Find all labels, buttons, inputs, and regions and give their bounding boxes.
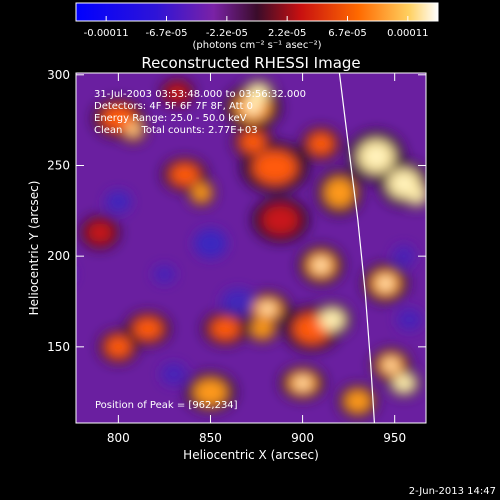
x-axis-label: Heliocentric X (arcsec): [183, 448, 319, 462]
heatmap-dark-spot: [221, 288, 255, 315]
x-tick-label: 950: [383, 431, 406, 445]
x-tick-label: 850: [199, 431, 222, 445]
heatmap-bright-spot: [344, 390, 371, 413]
colorbar-ticks: -0.00011 -6.7e-05 -2.2e-05 2.2e-05 6.7e-05 0.…: [84, 16, 429, 39]
heatmap-bright-spot: [105, 335, 132, 358]
heatmap-bright-spot: [308, 132, 334, 155]
annotation-counts: Clean Total counts: 2.77E+03: [94, 125, 258, 136]
x-tick-label: 800: [107, 431, 130, 445]
heatmap-peak-core: [326, 314, 338, 325]
colorbar: -0.00011 -6.7e-05 -2.2e-05 2.2e-05 6.7e-05 0.…: [75, 2, 439, 51]
heatmap-peak-core: [295, 378, 310, 389]
heatmap-bright-spot: [210, 317, 240, 340]
heatmap-field: [52, 78, 426, 419]
footer-date: 2-Jun-2013 14:47: [409, 486, 496, 497]
annotation-detectors: Detectors: 4F 5F 6F 7F 8F, Att 0: [94, 101, 253, 112]
heatmap-peak-core: [396, 176, 412, 191]
heatmap-peak-core: [367, 148, 385, 164]
heatmap-bright-spot: [262, 205, 299, 235]
heatmap-bright-spot: [324, 177, 355, 208]
annotation-energy: Energy Range: 25.0 - 50.0 keV: [94, 113, 247, 124]
heatmap-dark-spot: [392, 245, 415, 268]
heatmap-dark-spot: [153, 265, 176, 284]
heatmap-peak-core: [244, 100, 262, 115]
heatmap-bright-spot: [192, 183, 211, 202]
y-axis-ticks: 150 200 250 300: [47, 68, 426, 354]
colorbar-unit-label: (photons cm⁻² s⁻¹ asec⁻²): [192, 40, 321, 51]
heatmap-peak-core: [398, 378, 409, 388]
heatmap-bright-spot: [133, 317, 163, 340]
y-tick-label: 250: [47, 158, 70, 172]
heatmap-peak-core: [253, 88, 264, 98]
solar-limb-curve: [338, 73, 376, 423]
x-axis-ticks: 800 850 900 950: [107, 73, 406, 445]
heatmap-bright-spot: [166, 83, 189, 103]
y-tick-label: 300: [47, 68, 70, 82]
colorbar-tick-label: 2.2e-05: [268, 28, 306, 39]
y-tick-label: 200: [47, 249, 70, 263]
heatmap-bright-spot: [251, 319, 274, 338]
heatmap-bright-spot: [252, 150, 298, 184]
heatmap-peak-core: [378, 277, 393, 290]
colorbar-strip: [75, 2, 439, 22]
colorbar-tick-label: -0.00011: [84, 28, 129, 39]
colorbar-tick-label: 0.00011: [387, 28, 428, 39]
annotation-time: 31-Jul-2003 03:53:48.000 to 03:56:32.000: [94, 89, 306, 100]
heatmap-dark-spot: [105, 190, 132, 213]
y-axis-label: Heliocentric Y (arcsec): [27, 181, 41, 316]
heatmap-peak-core: [314, 259, 328, 272]
colorbar-tick-label: -6.7e-05: [146, 28, 188, 39]
plot-area: 800 850 900 950 150 200 250 300: [47, 68, 427, 445]
colorbar-tick-label: -2.2e-05: [206, 28, 248, 39]
heatmap-bright-spot: [193, 379, 228, 406]
peak-position-label: Position of Peak = [962,234]: [95, 400, 238, 411]
heatmap-peak-core: [412, 190, 421, 199]
heatmap-peak-core: [260, 303, 275, 314]
heatmap-dark-spot: [52, 263, 74, 285]
heatmap-dark-spot: [396, 308, 423, 331]
annotation-block: 31-Jul-2003 03:53:48.000 to 03:56:32.000…: [94, 89, 306, 136]
heatmap-bright-spot: [87, 221, 113, 244]
heatmap-peak-core: [128, 125, 138, 134]
heatmap-peak-core: [385, 359, 397, 370]
heatmap-bright-spot: [169, 163, 200, 186]
x-tick-label: 900: [291, 431, 314, 445]
chart-title: Reconstructed RHESSI Image: [141, 54, 360, 72]
heatmap-dark-spot: [193, 228, 228, 259]
heatmap-bright-spot: [239, 130, 266, 153]
heatmap-dark-spot: [160, 362, 187, 386]
y-tick-label: 150: [47, 340, 70, 354]
colorbar-tick-label: 6.7e-05: [328, 28, 366, 39]
plot-frame: [75, 72, 427, 424]
